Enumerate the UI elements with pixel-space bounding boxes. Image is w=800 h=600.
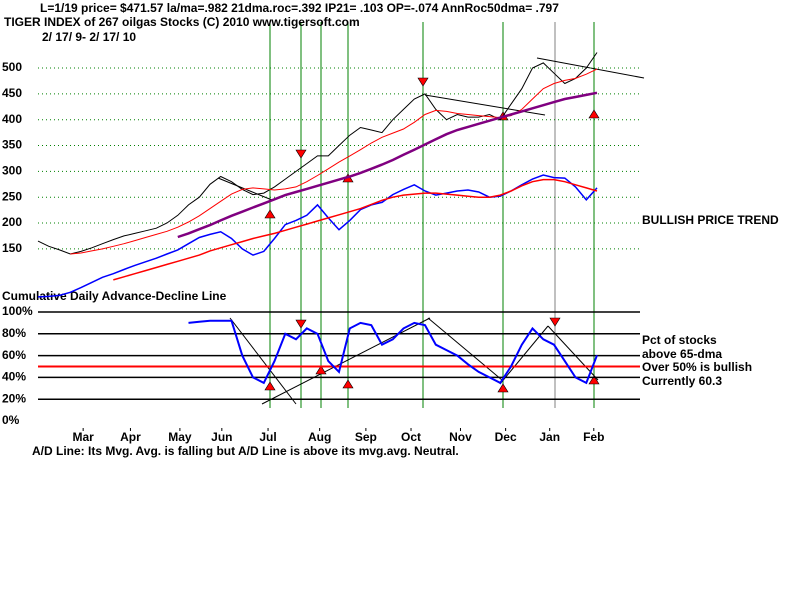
y-tick-label: 500 [2,60,22,74]
x-tick-label: Jan [539,430,560,444]
y-tick-label: 150 [2,241,22,255]
stats-line: L=1/19 price= $471.57 la/ma=.982 21dma.r… [40,1,559,15]
annotation: Over 50% is bullish [642,360,752,374]
series-line [177,91,598,239]
series-line [113,178,598,281]
y-tick-label: 60% [2,348,26,362]
x-tick-label: Jun [211,430,232,444]
x-tick-label: Jul [259,430,276,444]
x-tick-label: May [168,430,192,444]
footnote: A/D Line: Its Mvg. Avg. is falling but A… [32,444,459,458]
y-tick-label: 100% [2,304,33,318]
panel-title: Cumulative Daily Advance-Decline Line [2,289,227,303]
series-line [37,52,598,255]
annotation: above 65-dma [642,347,722,361]
x-tick-label: Dec [495,430,517,444]
chart-subtitle: 2/ 17/ 9- 2/ 17/ 10 [42,30,136,44]
x-tick-label: Nov [449,430,472,444]
series-line [188,319,598,385]
x-tick-label: Aug [308,430,331,444]
y-tick-label: 350 [2,138,22,152]
y-tick-label: 450 [2,86,22,100]
x-tick-label: Oct [401,430,421,444]
annotation: BULLISH PRICE TREND [642,213,779,227]
signal-lines [269,22,595,408]
x-tick-label: Feb [583,430,604,444]
y-tick-label: 80% [2,326,26,340]
y-tick-label: 400 [2,112,22,126]
chart-title: TIGER INDEX of 267 oilgas Stocks (C) 201… [4,15,360,29]
x-tick-label: Mar [72,430,94,444]
annotation: Pct of stocks [642,333,717,347]
x-tick-label: Sep [355,430,377,444]
y-tick-label: 20% [2,391,26,405]
y-tick-label: 0% [2,413,20,427]
y-tick-label: 300 [2,164,22,178]
y-tick-label: 200 [2,215,22,229]
y-tick-label: 40% [2,370,26,384]
x-tick-label: Apr [120,430,141,444]
y-tick-label: 250 [2,189,22,203]
annotation: Currently 60.3 [642,374,722,388]
